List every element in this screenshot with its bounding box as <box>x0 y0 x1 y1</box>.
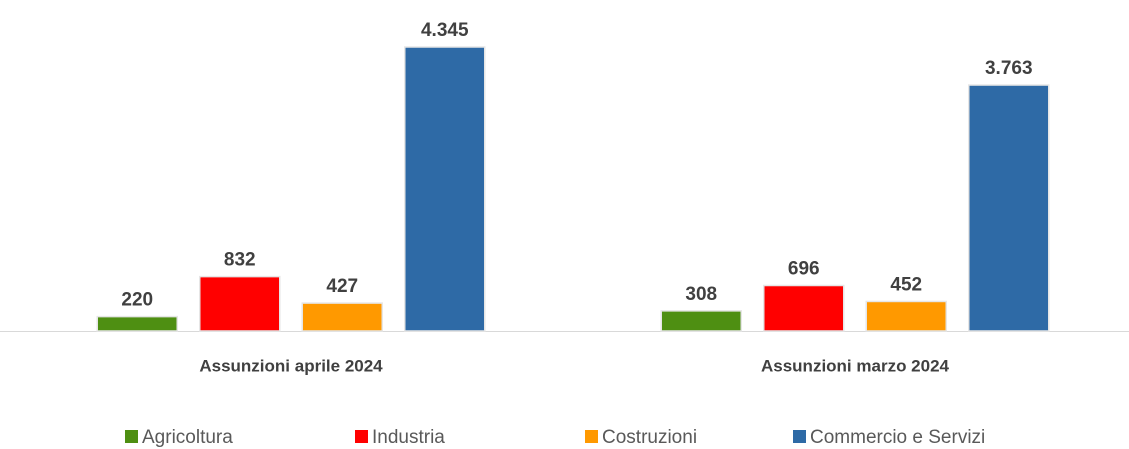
category-label: Assunzioni aprile 2024 <box>199 356 383 375</box>
bar <box>968 84 1050 332</box>
bar <box>660 310 742 332</box>
category-label: Assunzioni marzo 2024 <box>761 356 950 375</box>
value-label: 452 <box>890 274 922 295</box>
value-label: 4.345 <box>421 20 469 41</box>
bar <box>96 315 178 332</box>
legend-swatch <box>125 430 138 443</box>
value-label: 696 <box>788 259 820 280</box>
bar <box>763 284 845 332</box>
bar <box>865 300 947 332</box>
value-label: 832 <box>224 250 256 271</box>
legend-swatch <box>355 430 368 443</box>
legend-label: Agricoltura <box>142 427 233 448</box>
value-label: 3.763 <box>985 58 1033 79</box>
value-label: 308 <box>685 284 717 305</box>
bar <box>404 46 486 332</box>
bar <box>199 275 281 332</box>
value-label: 427 <box>326 276 358 297</box>
value-label: 220 <box>121 290 153 311</box>
legend-swatch <box>793 430 806 443</box>
legend-swatch <box>585 430 598 443</box>
legend-label: Costruzioni <box>602 427 697 448</box>
legend-label: Industria <box>372 427 445 448</box>
bar <box>301 302 383 332</box>
legend-label: Commercio e Servizi <box>810 427 985 448</box>
